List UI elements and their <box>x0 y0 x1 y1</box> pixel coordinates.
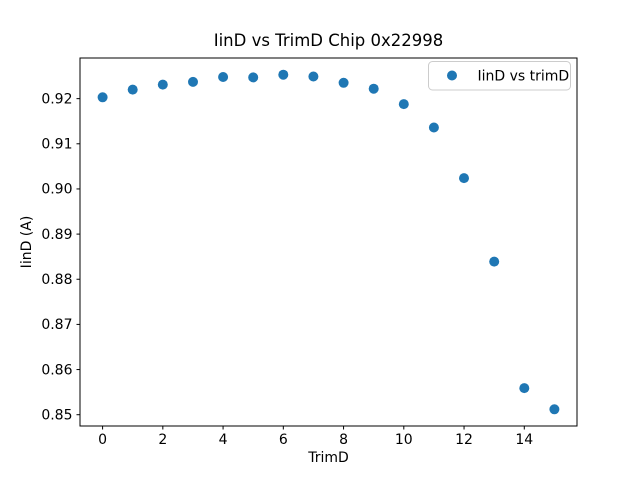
data-point <box>398 99 409 110</box>
data-point <box>248 72 259 83</box>
axes-border <box>79 57 578 427</box>
data-point <box>308 71 319 82</box>
y-tick-label: 0.89 <box>41 227 72 243</box>
x-tick-label: 10 <box>395 432 413 448</box>
legend: IinD vs trimD <box>428 61 571 91</box>
y-tick-label: 0.91 <box>41 137 72 153</box>
y-axis-label: IinD (A) <box>19 216 35 269</box>
y-tick-label: 0.86 <box>41 362 72 378</box>
y-tick-label: 0.85 <box>41 408 72 424</box>
chart-title: IinD vs TrimD Chip 0x22998 <box>214 31 444 50</box>
data-point <box>338 77 349 88</box>
x-tick-label: 14 <box>515 432 533 448</box>
legend-box <box>428 61 571 91</box>
y-tick-label: 0.87 <box>41 317 72 333</box>
x-tick-label: 12 <box>455 432 473 448</box>
data-point <box>459 173 469 184</box>
plot-area: 0 2 4 6 8 10 12 14 0.85 0.86 0.87 0.88 0.89 0.90 0.91 0… <box>41 57 578 448</box>
y-tick-label: 0.90 <box>41 182 72 198</box>
x-tick-label: 6 <box>279 432 288 448</box>
data-point <box>428 122 439 133</box>
x-tick-label: 4 <box>219 432 228 448</box>
data-point <box>97 92 108 103</box>
data-point <box>278 69 289 80</box>
legend-marker-icon <box>447 70 457 81</box>
data-point <box>157 79 168 90</box>
data-point <box>127 84 138 95</box>
data-point <box>218 72 229 82</box>
x-tick-label: 8 <box>339 432 348 448</box>
x-axis-label: TrimD <box>307 450 349 466</box>
data-point <box>489 256 500 267</box>
legend-label: IinD vs trimD <box>478 69 570 85</box>
x-tick-label: 0 <box>98 432 107 448</box>
data-point <box>519 383 530 394</box>
y-tick-label: 0.92 <box>41 91 72 107</box>
x-tick-label: 2 <box>158 432 167 448</box>
data-point <box>188 76 198 87</box>
data-point <box>549 404 560 415</box>
data-point <box>368 83 379 94</box>
y-tick-label: 0.88 <box>41 272 72 288</box>
